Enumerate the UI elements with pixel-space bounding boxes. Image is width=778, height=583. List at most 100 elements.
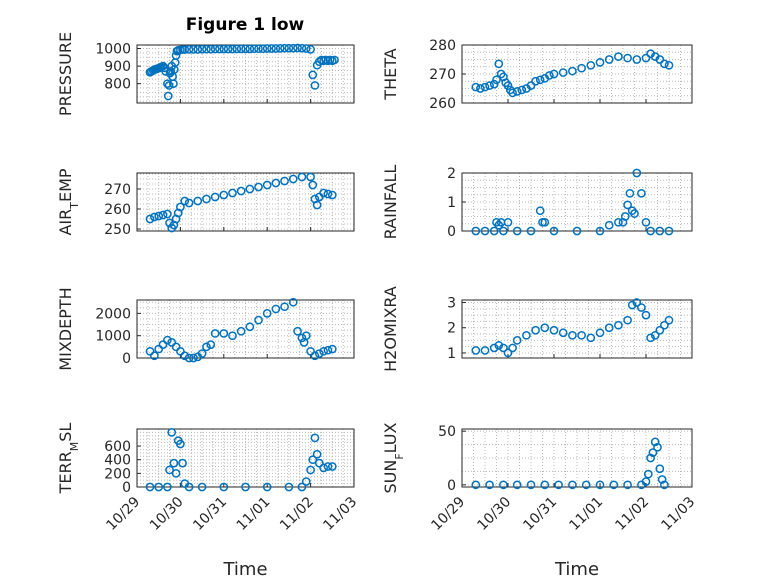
theta-panel: 260 270 280 THETA [381,38,693,112]
mixdepth-point [280,302,289,312]
pressure-point [245,44,255,54]
sun-flux-xlabel: Time [554,559,599,580]
air-temp-point [323,189,333,199]
air-temp-point [165,218,174,228]
mixdepth-point [262,309,272,318]
terr-msl-ylabel: TERRMSL [56,423,81,495]
rainfall-point [549,226,559,236]
h2omixra-point [503,348,513,358]
h2omixra-point [646,333,655,343]
rainfall-ylabel: RAINFALL [381,165,400,240]
pressure-point [197,44,207,54]
rainfall-point [489,226,499,236]
pressure-point [189,45,198,54]
air-temp-panel: 250 260 270 AIRTEMP [56,168,355,238]
sun-flux-ylabel: SUNFLUX [381,422,406,493]
sun-flux-point [650,437,660,447]
air-temp-point [236,186,246,196]
air-temp-ytick-label: 250 [104,222,131,238]
air-temp-point [288,174,298,184]
terr-msl-point [145,482,155,492]
rainfall-point [503,217,513,227]
air-temp-ylabel: AIRTEMP [56,168,81,235]
theta-point [558,68,568,77]
pressure-point [306,45,315,54]
h2omixra-panel: 1 2 3 H2OMIXRA [381,286,693,372]
sun-flux-point [660,480,669,490]
pressure-point [163,91,173,101]
air-temp-point [163,209,172,219]
rainfall-point [526,226,536,236]
mixdepth-point [176,346,185,356]
mixdepth-point [202,342,211,352]
theta-point [549,69,559,79]
rainfall-point [535,206,545,216]
mixdepth-point [254,315,263,325]
theta-point [660,59,669,69]
terr-msl-axes-box [136,428,355,488]
rainfall-point [480,226,490,236]
air-temp-point [308,180,318,190]
terr-msl-point [154,482,164,492]
mixdepth-ytick-label: 2000 [95,306,131,322]
sun-flux-point [655,464,665,474]
terr-msl-point [171,469,181,478]
mixdepth-point [288,297,298,307]
theta-ytick-label: 280 [429,38,456,54]
rainfall-ytick-label: 0 [447,224,456,240]
rainfall-point [641,217,651,227]
sun-flux-point [471,480,481,490]
pressure-point [161,67,170,76]
terr-msl-point [310,433,320,443]
air-temp-point [193,196,203,206]
theta-point [535,75,545,85]
rainfall-point [572,226,582,236]
rainfall-point [540,217,550,227]
h2omixra-point [577,330,586,340]
rainfall-point [630,209,639,218]
pressure-point [184,45,194,54]
terr-msl-point [314,458,324,468]
h2omixra-ytick-label: 3 [447,296,456,312]
theta-point [577,63,586,73]
pressure-point [275,43,285,53]
terr-msl-point [308,455,318,465]
rainfall-point [646,226,655,236]
h2omixra-point [499,343,508,353]
theta-point [503,81,513,90]
mixdepth-point [189,353,198,363]
rainfall-ytick-label: 1 [447,195,456,211]
pressure-point [223,44,233,54]
sun-flux-point [540,480,550,490]
air-temp-ytick-label: 270 [104,182,131,198]
theta-point [568,66,577,76]
air-temp-point [271,178,281,188]
rainfall-point [620,212,630,221]
theta-point [512,87,522,96]
rainfall-point [595,226,605,236]
mixdepth-point [167,338,177,347]
rainfall-point [471,226,481,236]
sun-flux-xtick-label: 11/02 [612,494,652,534]
air-temp-point [150,212,159,222]
rainfall-point [512,226,522,236]
terr-msl-ytick-label: 400 [104,453,131,469]
terr-msl-ytick-label: 600 [104,439,131,455]
pressure-point [241,44,250,54]
h2omixra-point [614,320,623,330]
air-temp-point [158,210,168,220]
air-temp-point [319,188,328,198]
mixdepth-point [210,329,220,338]
air-temp-point [262,180,272,190]
air-temp-point [297,172,307,182]
theta-point [531,76,540,86]
h2omixra-ylabel: H2OMIXRA [381,286,400,372]
mixdepth-point [323,345,333,355]
terr-msl-point [262,482,272,492]
terr-msl-xtick-label: 10/29 [103,494,143,534]
terr-msl-point [323,462,333,471]
rainfall-point [637,188,646,198]
pressure-ytick-label: 1000 [95,42,131,58]
h2omixra-point [637,303,646,312]
